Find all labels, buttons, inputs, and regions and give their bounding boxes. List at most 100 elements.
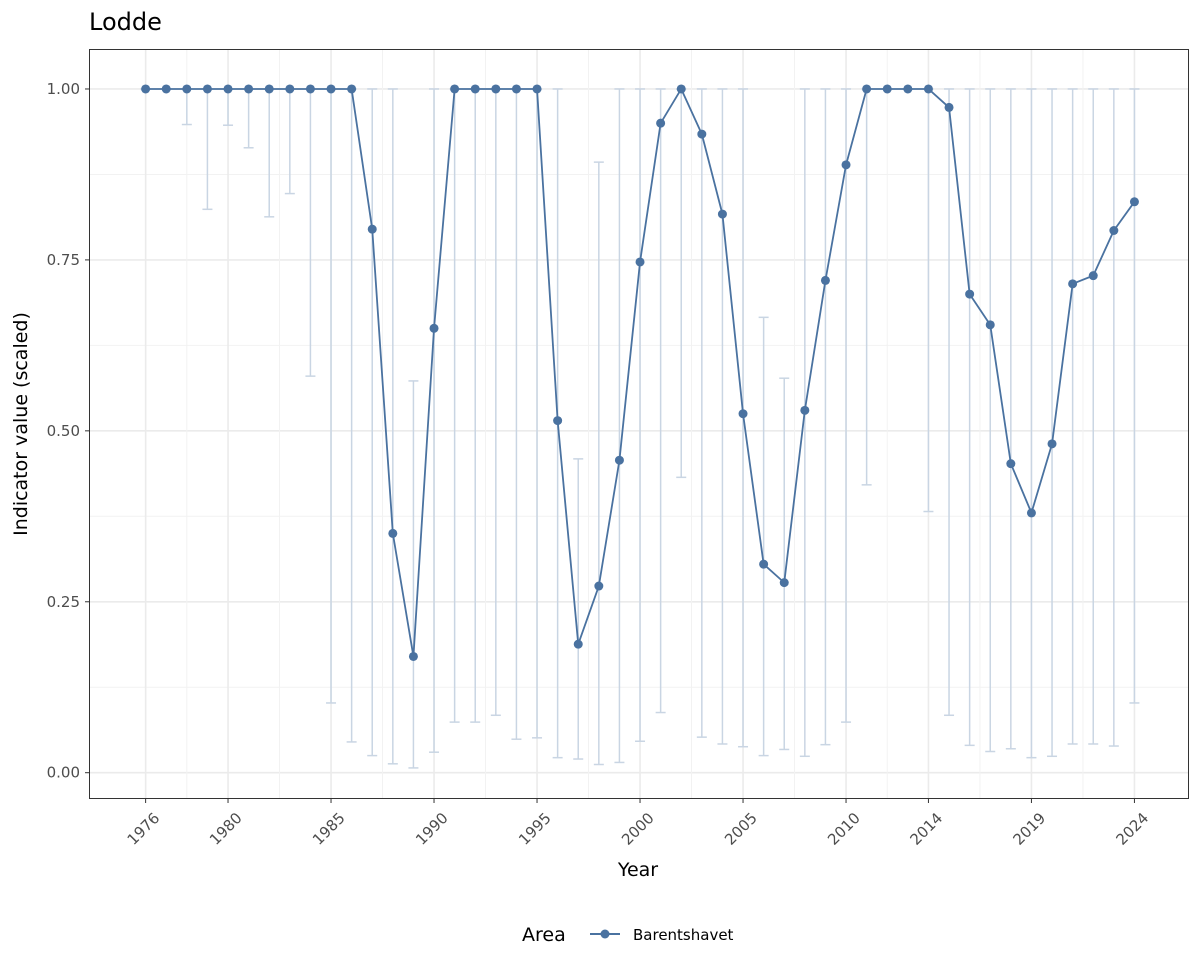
x-tick-label: 2010 [824, 809, 864, 849]
data-point [1047, 439, 1057, 449]
data-point [614, 455, 624, 465]
data-point [1088, 271, 1098, 281]
error-bar [614, 88, 625, 764]
error-bar [1067, 88, 1078, 745]
error-bar [923, 88, 934, 513]
error-bars [140, 88, 1140, 769]
data-point [759, 559, 769, 569]
data-point [862, 84, 872, 94]
error-bar [841, 88, 852, 723]
data-points [141, 84, 1139, 661]
error-bar [243, 88, 254, 149]
y-axis-ticks: 0.00 0.25 0.50 0.75 1.00 [47, 80, 90, 782]
data-point [553, 416, 563, 426]
x-tick-label: 1995 [515, 809, 555, 849]
error-bar [696, 88, 707, 738]
x-tick-label: 2019 [1009, 809, 1049, 849]
data-point [223, 84, 233, 94]
x-tick-label: 2005 [721, 809, 761, 849]
x-axis-label: Year [617, 859, 658, 881]
data-point [141, 84, 151, 94]
data-point [738, 409, 748, 419]
error-bar [305, 88, 316, 377]
data-point [841, 160, 851, 170]
data-point [408, 651, 418, 661]
error-bar [367, 88, 378, 757]
data-point [161, 84, 171, 94]
data-point [1006, 459, 1016, 469]
error-bar [1026, 88, 1037, 759]
data-point [635, 257, 645, 267]
data-point [779, 578, 789, 588]
y-tick-label: 1.00 [47, 80, 80, 98]
data-point [285, 84, 295, 94]
x-tick-label: 1990 [412, 809, 452, 849]
data-point [1068, 279, 1078, 289]
x-tick-label: 2000 [618, 809, 658, 849]
error-bar [799, 88, 810, 758]
error-bar [964, 88, 975, 747]
data-point [676, 84, 686, 94]
data-point [182, 84, 192, 94]
error-bar [387, 88, 398, 765]
error-bar [779, 377, 790, 751]
gridlines [90, 50, 1188, 798]
y-tick-label: 0.75 [47, 251, 80, 269]
x-tick-label: 1980 [206, 809, 246, 849]
error-bar [532, 88, 543, 739]
data-point [903, 84, 913, 94]
error-bar [429, 88, 440, 753]
error-bar [1088, 88, 1099, 745]
data-point [656, 118, 666, 128]
data-point [326, 84, 336, 94]
error-bar [470, 88, 481, 723]
data-point [511, 84, 521, 94]
error-bar [944, 88, 955, 717]
error-bar [181, 88, 192, 126]
data-point [1026, 508, 1036, 518]
data-point [923, 84, 933, 94]
data-point [305, 84, 315, 94]
y-tick-label: 0.25 [47, 593, 80, 611]
data-point [532, 84, 542, 94]
error-bar [635, 88, 646, 743]
chart-title: Lodde [89, 8, 162, 36]
data-point [820, 275, 830, 285]
error-bar [490, 88, 501, 717]
error-bar [985, 88, 996, 753]
data-point [388, 528, 398, 538]
data-point [450, 84, 460, 94]
error-bar [655, 88, 666, 714]
error-bar [408, 380, 419, 769]
plot-panel-border [89, 49, 1189, 799]
error-bar [264, 88, 275, 218]
y-tick-label: 0.00 [47, 764, 80, 782]
data-point [1109, 226, 1119, 236]
data-point [573, 639, 583, 649]
error-bar [820, 88, 831, 746]
legend-entry-barentshavet: Barentshavet [633, 926, 734, 944]
data-point [965, 289, 975, 299]
x-tick-label: 2014 [906, 809, 946, 849]
legend-title: Area [522, 924, 566, 946]
data-point [264, 84, 274, 94]
error-bar [511, 88, 522, 740]
error-bar [284, 88, 295, 195]
data-point [367, 224, 377, 234]
x-axis-ticks: 1976 1980 1985 1990 1995 2000 2005 2010 2014 2019… [124, 798, 1152, 849]
error-bar [346, 88, 357, 743]
error-bar [717, 88, 728, 745]
data-point [717, 209, 727, 219]
data-point [491, 84, 501, 94]
error-bar [223, 88, 234, 126]
error-bar [861, 88, 872, 486]
legend: Area Barentshavet [522, 924, 734, 946]
x-tick-label: 1976 [124, 809, 164, 849]
x-tick-label: 1985 [309, 809, 349, 849]
data-point [594, 581, 604, 591]
error-bar [1129, 88, 1140, 704]
data-point [429, 323, 439, 333]
error-bar [1108, 88, 1119, 747]
data-point [470, 84, 480, 94]
